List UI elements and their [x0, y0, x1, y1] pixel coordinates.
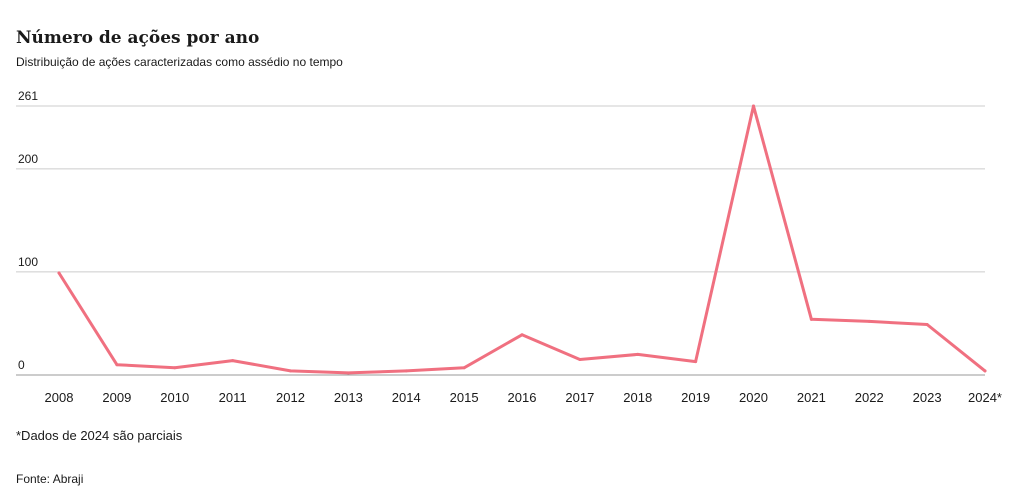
data-point — [983, 369, 987, 373]
data-point — [289, 369, 292, 373]
x-tick-label: 2018 — [623, 390, 652, 405]
data-point — [867, 319, 871, 323]
data-point — [231, 359, 235, 363]
y-tick-label: 100 — [18, 255, 38, 269]
partial-data-note: *Dados de 2024 são parciais — [16, 428, 183, 443]
y-tick-label: 261 — [18, 89, 38, 103]
data-point — [809, 317, 813, 321]
data-point — [578, 358, 582, 362]
x-tick-label: 2017 — [565, 390, 594, 405]
x-tick-label: 2022 — [855, 390, 884, 405]
y-tick-label: 200 — [18, 152, 38, 166]
chart-subtitle: Distribuição de ações caracterizadas com… — [16, 55, 343, 69]
x-tick-label: 2016 — [508, 390, 537, 405]
series-line — [57, 104, 987, 375]
data-point — [636, 352, 640, 356]
x-tick-label: 2019 — [681, 390, 710, 405]
data-point — [462, 366, 466, 370]
line-chart: 0 100 200 261 2008 2009 2010 2011 2012 2013 2014 20… — [16, 89, 1002, 405]
data-point — [404, 369, 408, 373]
data-point — [173, 366, 177, 370]
data-point — [694, 360, 698, 364]
x-tick-label: 2011 — [219, 390, 247, 405]
data-point — [57, 271, 61, 275]
data-point — [752, 104, 755, 108]
x-tick-label: 2024* — [968, 390, 1002, 405]
x-tick-label: 2009 — [102, 390, 131, 405]
data-point — [520, 333, 524, 337]
source-credit: Fonte: Abraji — [16, 472, 84, 486]
x-tick-label: 2008 — [45, 390, 74, 405]
data-point — [925, 322, 929, 326]
x-tick-label: 2012 — [276, 390, 305, 405]
x-tick-label: 2014 — [392, 390, 421, 405]
x-tick-label: 2015 — [450, 390, 479, 405]
x-tick-label: 2021 — [797, 390, 826, 405]
chart-title: Número de ações por ano — [16, 28, 260, 48]
data-point — [115, 363, 119, 367]
x-tick-label: 2020 — [739, 390, 768, 405]
x-tick-label: 2023 — [913, 390, 942, 405]
x-tick-label: 2013 — [334, 390, 363, 405]
data-point — [346, 371, 350, 375]
y-tick-label: 0 — [18, 358, 25, 372]
x-tick-label: 2010 — [160, 390, 189, 405]
